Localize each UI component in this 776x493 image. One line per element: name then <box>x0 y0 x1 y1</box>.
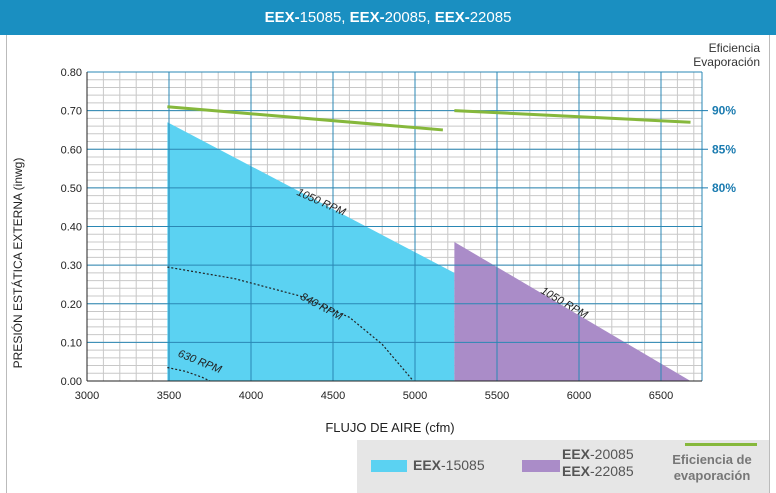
rpm-curve <box>167 266 414 382</box>
frame-left <box>6 35 7 493</box>
legend-swatch-purple <box>522 460 560 472</box>
header-bar: EEX-15085, EEX-20085, EEX-22085 <box>0 0 776 35</box>
y-tick-label: 0.20 <box>61 299 82 311</box>
legend-swatch-green <box>685 443 757 446</box>
x-tick-label: 4500 <box>321 390 345 402</box>
x-tick-label: 6000 <box>567 390 591 402</box>
efficiency-line-segment <box>167 105 444 132</box>
frame-right <box>769 35 770 493</box>
x-tick-label: 5000 <box>403 390 427 402</box>
area-series-1 <box>167 122 455 382</box>
axes <box>86 72 702 382</box>
x-tick-label: 3500 <box>157 390 181 402</box>
x-tick-label: 6500 <box>649 390 673 402</box>
right-axis-title-line1: Eficiencia <box>709 41 761 55</box>
area-series-2 <box>454 241 691 381</box>
series-areas <box>167 122 691 382</box>
y-tick-label: 0.60 <box>61 144 82 156</box>
rpm-curves <box>167 266 414 382</box>
y-axis-title: PRESIÓN ESTÁTICA EXTERNA (inwg) <box>10 158 25 369</box>
x-tick-label: 5500 <box>485 390 509 402</box>
legend-label-eex20085: EEX-20085 EEX-22085 <box>562 446 634 479</box>
right-tick-label: 90% <box>712 104 736 118</box>
tick-labels: 0.00 0.10 0.20 0.30 0.40 0.50 0.60 0.70 0.80 3000… <box>61 67 737 402</box>
x-axis-title: FLUJO DE AIRE (cfm) <box>325 420 454 435</box>
header-title: EEX-15085, EEX-20085, EEX-22085 <box>264 9 512 26</box>
y-tick-label: 0.70 <box>61 106 82 118</box>
y-tick-label: 0.30 <box>61 260 82 272</box>
legend-label-eex15085: EEX-15085 <box>413 457 485 473</box>
legend-swatch-cyan <box>371 460 407 472</box>
legend-label-efficiency: Eficiencia de evaporación <box>672 452 752 483</box>
right-tick-label: 85% <box>712 142 736 156</box>
efficiency-line-segment <box>454 109 691 124</box>
efficiency-lines <box>167 105 691 132</box>
x-tick-label: 3000 <box>75 390 99 402</box>
y-tick-label: 0.50 <box>61 183 82 195</box>
right-axis-title-line2: Evaporación <box>693 55 760 69</box>
y-tick-label: 0.40 <box>61 222 82 234</box>
rpm-curve <box>167 366 211 382</box>
right-tick-label: 80% <box>712 181 736 195</box>
x-tick-label: 4000 <box>239 390 263 402</box>
legend: EEX-15085 EEX-20085 EEX-22085 Eficiencia … <box>357 440 769 493</box>
y-tick-label: 0.80 <box>61 67 82 79</box>
legend-item-efficiency: Eficiencia de evaporación <box>657 440 767 493</box>
y-tick-label: 0.10 <box>61 337 82 349</box>
y-tick-label: 0.00 <box>61 376 82 388</box>
